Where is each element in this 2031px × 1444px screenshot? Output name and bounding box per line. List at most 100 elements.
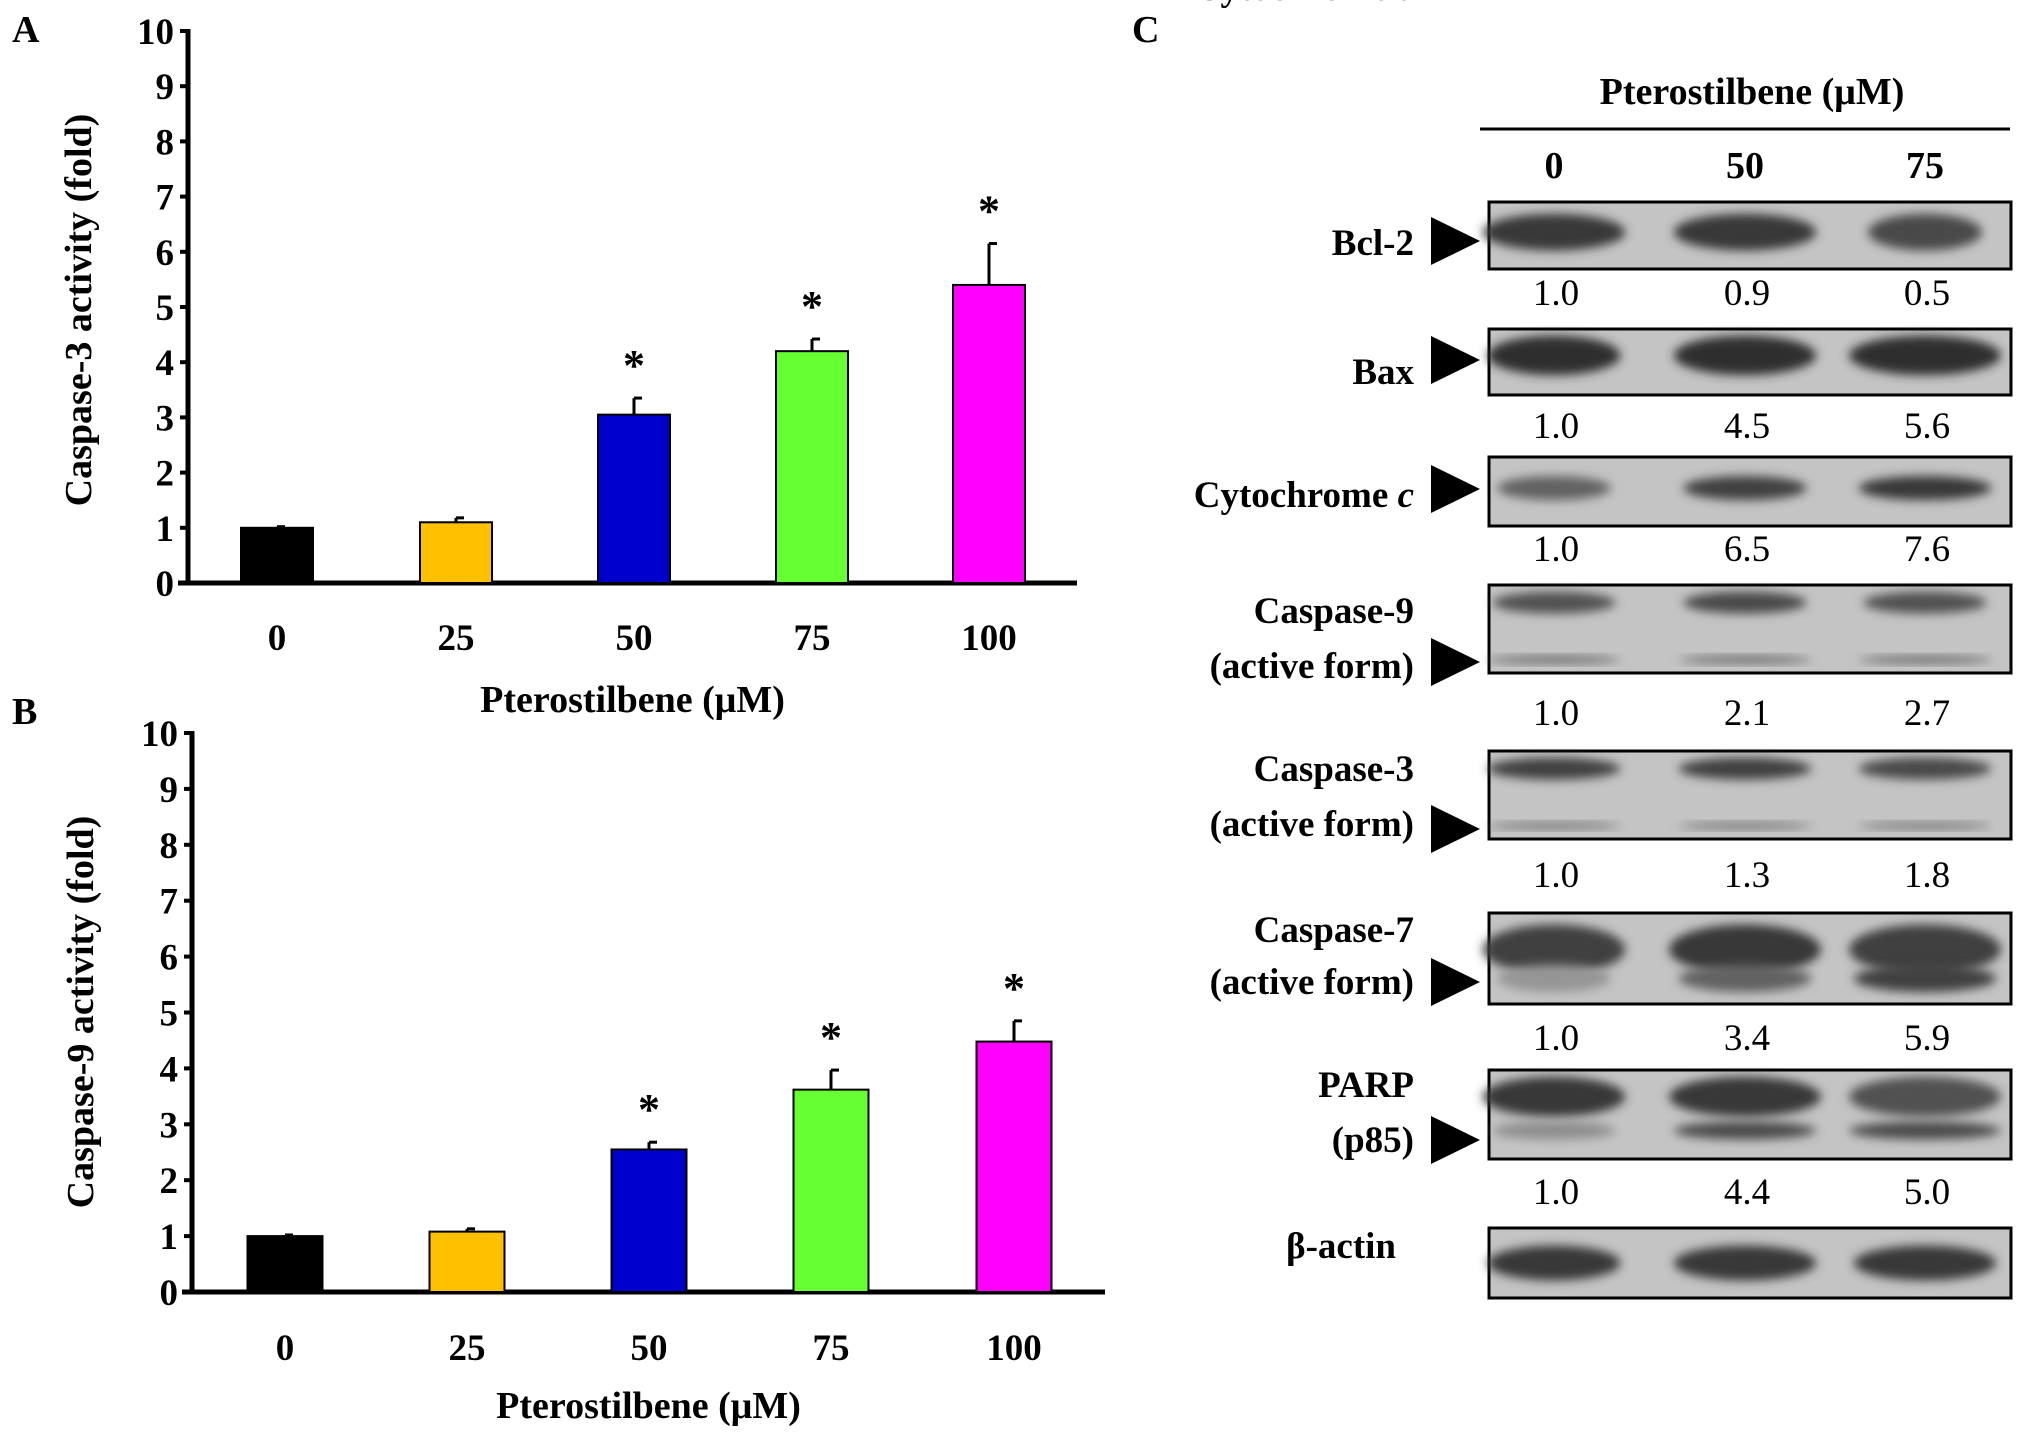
y-tick-label: 7 — [160, 882, 179, 923]
quantification-value: 1.8 — [1904, 855, 1950, 896]
bar-0 — [246, 1235, 324, 1293]
protein-band — [1678, 822, 1812, 829]
protein-band — [1849, 335, 2001, 376]
bar-50 — [610, 1148, 688, 1293]
bar-0 — [240, 526, 314, 584]
protein-band — [1492, 1121, 1616, 1140]
y-tick-label: 6 — [160, 938, 179, 979]
protein-band — [1858, 757, 1992, 780]
y-tick-label: 5 — [156, 288, 175, 329]
protein-band — [1853, 964, 1997, 993]
protein-band — [1868, 213, 1982, 251]
quantification-value: 3.4 — [1724, 1018, 1770, 1059]
arrowhead-icon — [1431, 336, 1480, 384]
row-label: (active form) — [1210, 804, 1414, 845]
arrowhead-icon — [1431, 217, 1480, 265]
western-blot-panel: Pterostilbene (μM) 0 50 75 Bcl-2 1.0 0.9 0.5 Bax… — [1194, 0, 2013, 1300]
blot-header: Pterostilbene (μM) — [1600, 71, 1905, 113]
y-tick-label: 2 — [156, 454, 175, 495]
y-tick-label: 4 — [156, 343, 175, 384]
arrowhead-icon — [1431, 638, 1480, 686]
quantification-value: 2.1 — [1724, 693, 1770, 734]
protein-band — [1487, 1245, 1621, 1281]
y-tick-label: 4 — [160, 1049, 179, 1090]
protein-band — [1678, 757, 1812, 780]
protein-band — [1858, 822, 1992, 829]
y-tick-label: 6 — [156, 233, 175, 274]
significance-marker: * — [820, 1013, 842, 1062]
significance-marker: * — [638, 1085, 660, 1134]
quantification-value: 7.6 — [1904, 529, 1950, 570]
protein-band — [1673, 335, 1817, 376]
protein-band — [1487, 822, 1621, 829]
bar-50 — [597, 413, 671, 585]
protein-band — [1853, 1245, 1997, 1281]
x-tick-label: 25 — [449, 1328, 486, 1369]
blot-row: PARP (p85) 1.0 4.4 5.0 — [1318, 1065, 2013, 1213]
row-label-text: Cytochrome — [1194, 0, 1398, 9]
y-tick-label: 9 — [160, 770, 179, 811]
y-tick-label: 0 — [160, 1273, 179, 1314]
y-tick-label: 3 — [156, 398, 175, 439]
x-tick-label: 25 — [438, 618, 475, 659]
row-label: β-actin — [1286, 1226, 1396, 1267]
y-axis-title: Caspase-9 activity (fold) — [60, 816, 102, 1209]
y-tick-label: 10 — [141, 714, 178, 755]
protein-band — [1482, 924, 1626, 975]
bar-100 — [952, 283, 1026, 584]
y-tick-label: 7 — [156, 178, 175, 219]
y-tick-label: 2 — [160, 1161, 179, 1202]
quantification-value: 5.6 — [1904, 406, 1950, 447]
row-label: Cytochrome c — [1194, 475, 1414, 516]
protein-band — [1678, 964, 1812, 993]
significance-marker: * — [623, 341, 645, 390]
blot-row: Caspase-9 (active form) 1.0 2.1 2.7 — [1210, 583, 2013, 734]
panel-label-a: A — [12, 9, 40, 51]
row-label: Caspase-3 — [1254, 749, 1414, 790]
quantification-value: 1.0 — [1533, 529, 1579, 570]
quantification-value: 4.5 — [1724, 406, 1770, 447]
quantification-value: 1.0 — [1533, 855, 1579, 896]
protein-band — [1487, 335, 1621, 376]
protein-band — [1673, 1245, 1817, 1281]
protein-band — [1487, 757, 1621, 780]
quantification-value: 2.7 — [1904, 693, 1950, 734]
blot-row: Caspase-7 (active form) 1.0 3.4 5.9 — [1210, 910, 2013, 1059]
protein-band — [1863, 591, 1987, 614]
y-tick-label: 8 — [160, 826, 179, 867]
blot-row: Caspase-3 (active form) 1.0 1.3 1.8 — [1210, 749, 2013, 896]
blot-row: Bax 1.0 4.5 5.6 — [1352, 327, 2013, 447]
x-tick-label: 75 — [813, 1328, 850, 1369]
y-tick-label: 0 — [156, 564, 175, 605]
x-tick-label: 50 — [616, 618, 653, 659]
protein-band — [1669, 1076, 1821, 1117]
protein-band — [1858, 475, 1992, 501]
row-label-italic: c — [1398, 475, 1414, 516]
arrowhead-icon — [1431, 805, 1480, 853]
x-tick-label: 0 — [268, 618, 287, 659]
protein-band — [1487, 656, 1621, 664]
protein-band — [1673, 213, 1817, 251]
protein-band — [1683, 591, 1807, 614]
row-label: (active form) — [1210, 646, 1414, 687]
y-axis-title: Caspase-3 activity (fold) — [58, 114, 100, 507]
protein-band — [1849, 1076, 2001, 1117]
quantification-value: 1.0 — [1533, 273, 1579, 314]
y-tick-label: 8 — [156, 122, 175, 163]
protein-band — [1683, 475, 1807, 501]
x-axis-title: Pterostilbene (μM) — [496, 1385, 801, 1427]
y-tick-label: 9 — [156, 67, 175, 108]
bar-75 — [792, 1088, 870, 1293]
lane-label: 75 — [1906, 145, 1944, 187]
y-tick-label: 1 — [156, 509, 175, 550]
row-label: Cytochrome c — [1194, 0, 1414, 9]
arrowhead-icon — [1431, 958, 1480, 1006]
panel-label-b: B — [12, 691, 37, 733]
protein-band — [1482, 213, 1626, 251]
protein-band — [1497, 964, 1611, 993]
quantification-value: 0.9 — [1724, 273, 1770, 314]
quantification-value: 1.0 — [1533, 1172, 1579, 1213]
quantification-value: 1.0 — [1533, 406, 1579, 447]
